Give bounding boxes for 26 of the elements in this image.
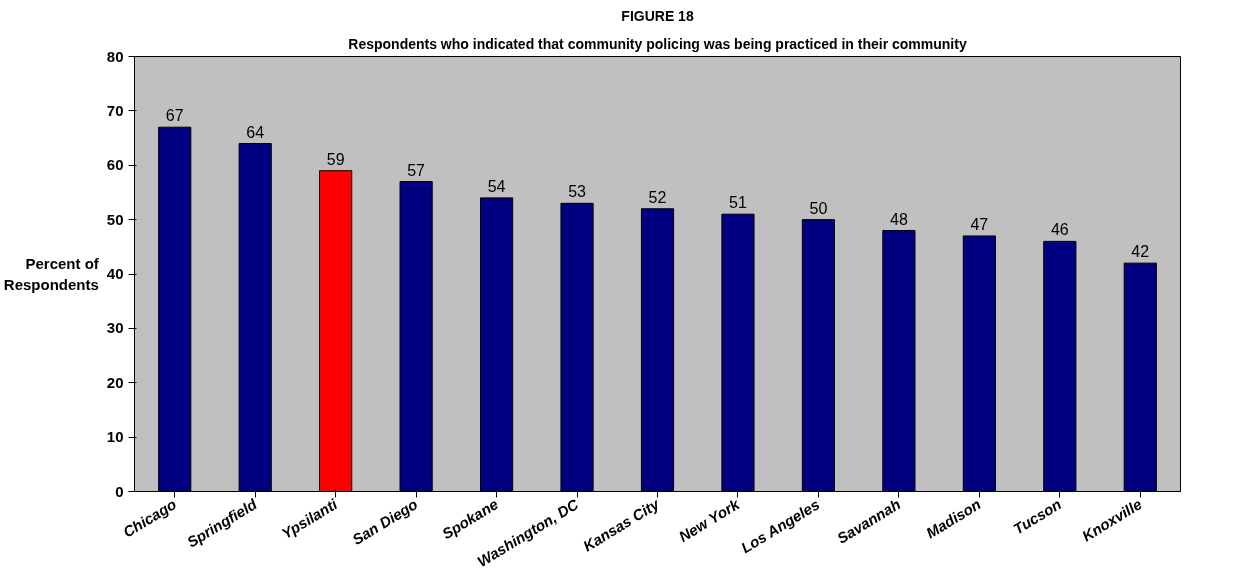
data-label: 54 [487, 177, 506, 195]
data-label: 53 [568, 183, 587, 201]
data-label: 48 [889, 210, 908, 228]
data-label: 42 [1131, 243, 1150, 261]
data-label: 59 [326, 150, 345, 168]
y-tick-label: 10 [106, 428, 124, 446]
y-tick-label: 60 [106, 156, 124, 174]
data-label: 52 [648, 188, 667, 206]
y-tick-label: 40 [106, 265, 124, 282]
y-tick-label: 20 [106, 373, 124, 391]
data-label: 47 [970, 215, 989, 233]
data-label: 64 [246, 123, 265, 141]
y-tick-label: 70 [106, 101, 124, 119]
data-label: 50 [809, 199, 828, 217]
y-tick-label: 50 [106, 210, 124, 228]
y-tick-label: 80 [106, 47, 124, 65]
y-tick-label: 30 [106, 319, 124, 337]
data-label: 67 [165, 107, 184, 125]
x-tick-label: New York [675, 495, 743, 546]
chart-title: FIGURE 18 [621, 7, 694, 24]
data-label: 51 [729, 194, 747, 212]
data-label: 46 [1050, 221, 1069, 239]
data-label: 57 [407, 161, 426, 179]
y-axis-title: Percent of Respondents [3, 255, 100, 293]
y-tick-label: 0 [115, 482, 124, 500]
chart-subtitle: Respondents who indicated that community policing was being practiced in their community [348, 35, 967, 52]
